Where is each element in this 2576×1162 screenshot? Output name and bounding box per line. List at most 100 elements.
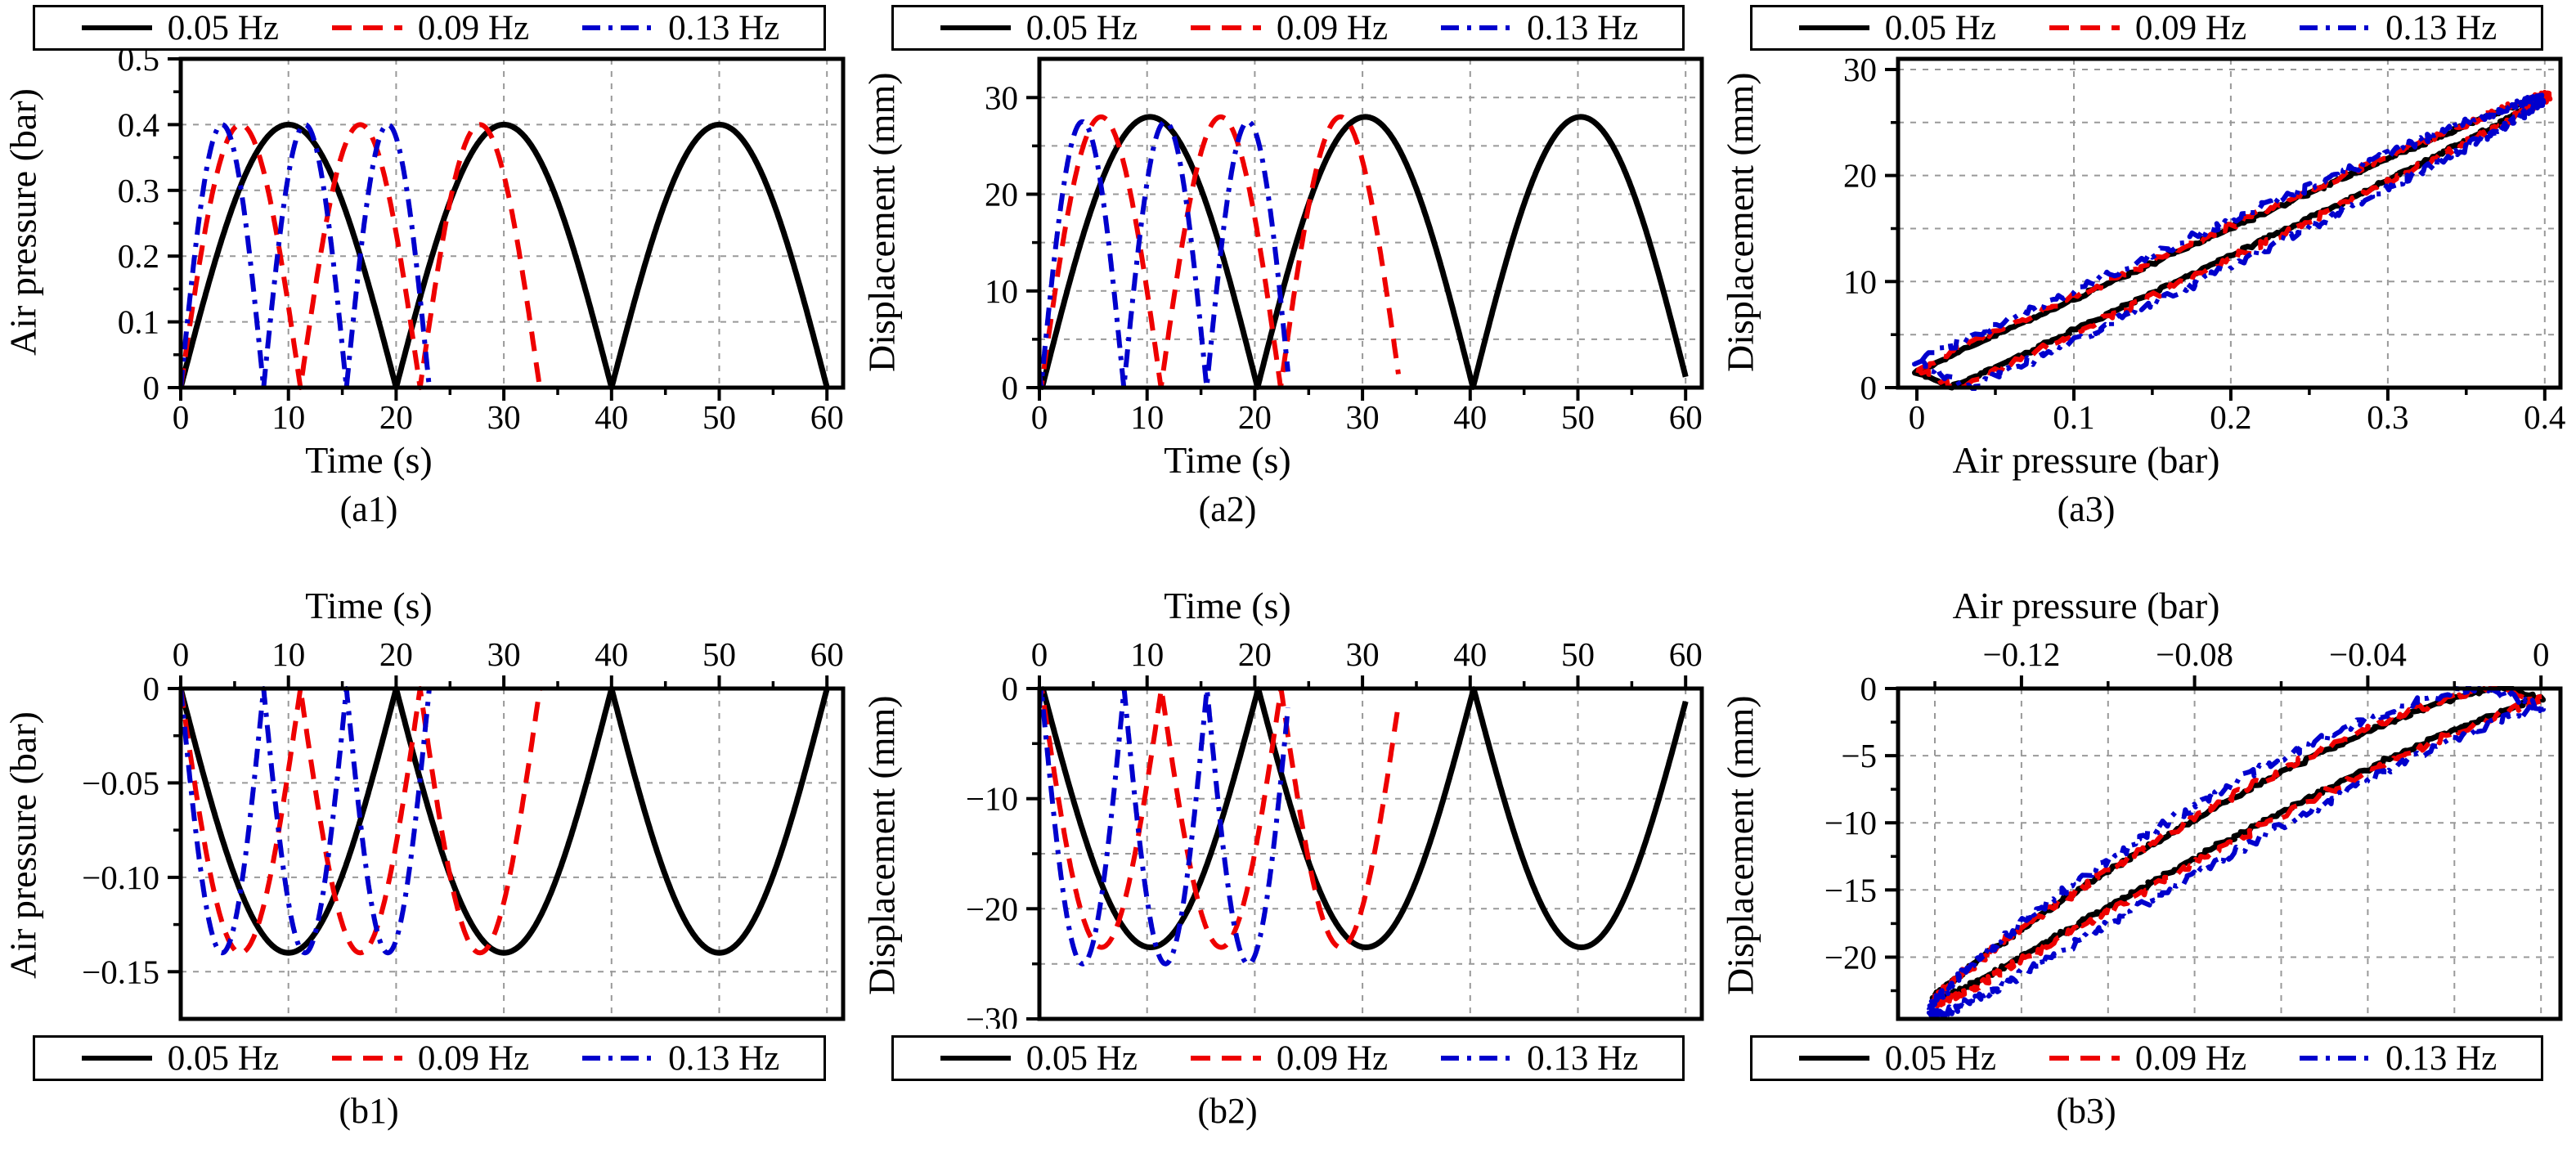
svg-text:20: 20	[379, 398, 413, 436]
svg-text:50: 50	[702, 635, 736, 673]
dashed-line-icon	[1190, 1056, 1261, 1061]
panel-b1: Time (s) Air pressure (bar) 0 10 20 30 40 50 6…	[0, 532, 859, 1162]
dashdot-line-icon	[2300, 25, 2371, 30]
legend-item: 0.05 Hz	[1797, 11, 1996, 46]
svg-text:0: 0	[143, 670, 160, 707]
svg-text:0.3: 0.3	[2367, 398, 2408, 436]
svg-text:−0.08: −0.08	[2156, 635, 2233, 673]
legend-a2: 0.05 Hz 0.09 Hz 0.13 Hz	[891, 5, 1685, 51]
svg-text:20: 20	[379, 635, 413, 673]
svg-text:−5: −5	[1841, 737, 1877, 774]
svg-text:10: 10	[272, 635, 305, 673]
legend-label: 0.13 Hz	[2385, 8, 2497, 47]
y-axis-label: Displacement (mm)	[1719, 72, 1761, 373]
svg-text:0.4: 0.4	[118, 105, 159, 143]
legend-label: 0.05 Hz	[1025, 8, 1138, 47]
svg-text:−10: −10	[1824, 804, 1877, 841]
svg-text:10: 10	[1130, 398, 1164, 436]
legend-label: 0.13 Hz	[1527, 1039, 1639, 1078]
solid-line-icon	[81, 25, 152, 30]
svg-text:0.5: 0.5	[118, 51, 159, 78]
legend-label: 0.13 Hz	[668, 8, 780, 47]
panel-a2: 0.05 Hz 0.09 Hz 0.13 Hz Displacement (mm…	[859, 0, 1717, 532]
caption-a2: (a2)	[1198, 489, 1257, 529]
legend-item: 0.05 Hz	[79, 1041, 279, 1076]
legend-b1: 0.05 Hz 0.09 Hz 0.13 Hz	[33, 1035, 826, 1081]
caption-b2: (b2)	[1197, 1091, 1258, 1131]
caption-b3: (b3)	[2056, 1091, 2116, 1131]
solid-line-icon	[940, 25, 1011, 30]
legend-item: 0.09 Hz	[330, 1041, 529, 1076]
svg-text:60: 60	[810, 635, 844, 673]
legend-item: 0.05 Hz	[938, 11, 1138, 46]
svg-text:60: 60	[1669, 635, 1703, 673]
svg-text:60: 60	[1669, 398, 1703, 436]
dashed-line-icon	[2049, 25, 2120, 30]
x-axis-label: Time (s)	[1164, 439, 1291, 481]
svg-text:0: 0	[1909, 398, 1926, 436]
svg-text:10: 10	[272, 398, 305, 436]
svg-text:30: 30	[1346, 398, 1380, 436]
legend-label: 0.05 Hz	[1884, 8, 1996, 47]
legend-a3: 0.05 Hz 0.09 Hz 0.13 Hz	[1750, 5, 2543, 51]
svg-text:20: 20	[985, 176, 1018, 213]
dashdot-line-icon	[1441, 1056, 1512, 1061]
legend-item: 0.13 Hz	[1438, 11, 1638, 46]
solid-line-icon	[1798, 1056, 1869, 1061]
legend-label: 0.05 Hz	[1884, 1039, 1996, 1078]
legend-label: 0.09 Hz	[2134, 8, 2247, 47]
dashed-line-icon	[331, 25, 402, 30]
svg-text:0: 0	[2533, 635, 2550, 673]
svg-text:10: 10	[1130, 635, 1164, 673]
legend-a1: 0.05 Hz 0.09 Hz 0.13 Hz	[33, 5, 826, 51]
svg-text:0: 0	[173, 398, 190, 436]
legend-item: 0.13 Hz	[2297, 11, 2497, 46]
svg-text:0: 0	[1860, 670, 1878, 707]
dashed-line-icon	[331, 1056, 402, 1061]
svg-text:30: 30	[487, 635, 521, 673]
svg-text:0.2: 0.2	[118, 237, 159, 275]
legend-label: 0.13 Hz	[1527, 8, 1639, 47]
chart-b3: −0.12 −0.08 −0.04 0 0 −5 −10 −15 −20	[1824, 635, 2563, 1021]
legend-item: 0.05 Hz	[938, 1041, 1138, 1076]
svg-text:−20: −20	[1824, 939, 1877, 976]
dashed-line-icon	[1190, 25, 1261, 30]
legend-item: 0.09 Hz	[1188, 11, 1388, 46]
legend-item: 0.09 Hz	[2047, 11, 2246, 46]
legend-label: 0.05 Hz	[167, 1039, 279, 1078]
legend-item: 0.09 Hz	[2047, 1041, 2246, 1076]
x-axis-label: Time (s)	[305, 439, 433, 481]
x-axis-label: Time (s)	[305, 585, 433, 626]
svg-text:−15: −15	[1824, 871, 1877, 909]
svg-text:40: 40	[1453, 635, 1487, 673]
svg-text:30: 30	[985, 79, 1018, 116]
legend-item: 0.05 Hz	[1797, 1041, 1996, 1076]
svg-text:10: 10	[1843, 262, 1877, 300]
legend-label: 0.09 Hz	[417, 8, 530, 47]
svg-text:0: 0	[1002, 670, 1019, 707]
solid-line-icon	[940, 1056, 1011, 1061]
y-axis-label: Air pressure (bar)	[2, 88, 44, 357]
svg-text:0: 0	[1031, 398, 1048, 436]
legend-label: 0.09 Hz	[2134, 1039, 2247, 1078]
svg-text:30: 30	[487, 398, 521, 436]
svg-text:0.3: 0.3	[118, 172, 159, 209]
chart-a3: 0 0.1 0.2 0.3 0.4 0 10 20 30	[1843, 51, 2565, 436]
panel-a3: 0.05 Hz 0.09 Hz 0.13 Hz Displacement (mm…	[1717, 0, 2576, 532]
svg-text:0.2: 0.2	[2210, 398, 2251, 436]
legend-b2: 0.05 Hz 0.09 Hz 0.13 Hz	[891, 1035, 1685, 1081]
svg-text:0.1: 0.1	[2053, 398, 2094, 436]
caption-a1: (a1)	[339, 489, 398, 529]
x-axis-label: Air pressure (bar)	[1952, 585, 2220, 626]
svg-text:0.1: 0.1	[118, 303, 159, 341]
svg-text:20: 20	[1238, 635, 1272, 673]
svg-text:−0.04: −0.04	[2329, 635, 2407, 673]
svg-text:0: 0	[1860, 369, 1878, 406]
chart-a2: 0 10 20 30 40 50 60 0 10 20 30	[985, 56, 1704, 436]
caption-b1: (b1)	[339, 1091, 399, 1131]
y-axis-label: Displacement (mm)	[860, 695, 903, 996]
legend-label: 0.13 Hz	[2385, 1039, 2497, 1078]
panel-b3: Air pressure (bar) Displacement (mm) −0.…	[1717, 532, 2576, 1162]
dashed-line-icon	[2049, 1056, 2120, 1061]
svg-text:50: 50	[1561, 398, 1595, 436]
